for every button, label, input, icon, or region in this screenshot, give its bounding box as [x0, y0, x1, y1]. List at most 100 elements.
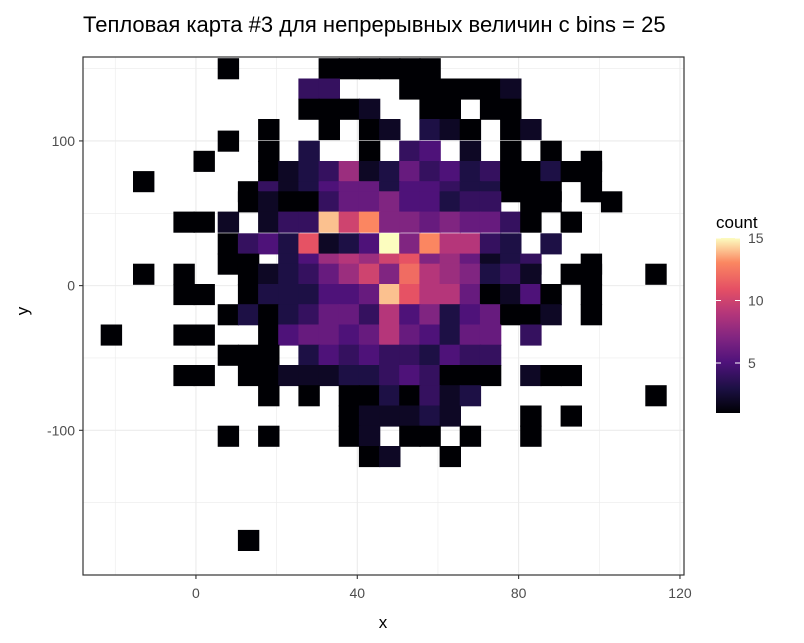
- heatmap-cell: [278, 233, 300, 255]
- heatmap-cell: [358, 324, 381, 346]
- heatmap-cell: [278, 365, 300, 387]
- heatmap-cell: [399, 425, 421, 447]
- heatmap-cell: [459, 78, 482, 100]
- heatmap-cell: [133, 171, 155, 193]
- heatmap-cell: [540, 233, 562, 255]
- x-tick-label: 120: [668, 585, 692, 601]
- heatmap-cell: [540, 365, 562, 387]
- heatmap-cell: [399, 78, 421, 100]
- heatmap-cell: [358, 58, 381, 80]
- heatmap-cell: [540, 284, 562, 306]
- heatmap-cell: [338, 58, 361, 80]
- color-legend: count 5 10 15: [716, 213, 764, 413]
- heatmap-cell: [439, 324, 461, 346]
- heatmap-cell: [479, 211, 502, 233]
- x-axis-ticks: 0 40 80 120: [192, 575, 692, 601]
- heatmap-cell: [237, 191, 260, 213]
- heatmap-cell: [439, 233, 461, 255]
- heatmap-cell: [298, 98, 320, 120]
- heatmap-cell: [298, 161, 320, 183]
- heatmap-cell: [258, 304, 280, 326]
- heatmap-cell: [439, 211, 461, 233]
- heatmap-cell: [419, 263, 441, 285]
- heatmap-cell: [419, 119, 441, 141]
- heatmap-cell: [379, 324, 401, 346]
- heatmap-cell: [318, 233, 340, 255]
- legend-ticks: 5 10 15: [716, 230, 764, 371]
- heatmap-cell: [379, 263, 401, 285]
- heatmap-cell: [358, 98, 381, 120]
- heatmap-cell: [500, 263, 522, 285]
- heatmap-cell: [540, 304, 562, 326]
- heatmap-cell: [258, 140, 280, 162]
- heatmap-cell: [298, 140, 320, 162]
- heatmap-cell: [520, 161, 542, 183]
- heatmap-cell: [338, 263, 361, 285]
- heatmap-cell: [358, 304, 381, 326]
- heatmap-cell: [258, 365, 280, 387]
- heatmap-cell: [338, 324, 361, 346]
- heatmap-cell: [459, 161, 482, 183]
- heatmap-cell: [173, 324, 195, 346]
- y-axis-ticks: -100 0 100: [47, 133, 83, 438]
- heatmap-cell: [338, 365, 361, 387]
- heatmap-cell: [540, 191, 562, 213]
- heatmap-cell: [358, 365, 381, 387]
- heatmap-cell: [560, 405, 582, 427]
- heatmap-cell: [318, 263, 340, 285]
- heatmap-cell: [298, 211, 320, 233]
- heatmap-cell: [298, 324, 320, 346]
- heatmap-cell: [318, 78, 340, 100]
- heatmap-cell: [237, 344, 260, 366]
- heatmap-cell: [520, 304, 542, 326]
- heatmap-cell: [278, 263, 300, 285]
- heatmap-cell: [419, 304, 441, 326]
- heatmap-cell: [278, 284, 300, 306]
- heatmap-cell: [520, 425, 542, 447]
- heatmap-cell: [298, 78, 320, 100]
- heatmap-cell: [580, 284, 603, 306]
- heatmap-cell: [439, 191, 461, 213]
- heatmap-cell: [520, 284, 542, 306]
- heatmap-cell: [459, 365, 482, 387]
- x-tick-label: 0: [192, 585, 200, 601]
- heatmap-cell: [439, 98, 461, 120]
- heatmap-cell: [173, 365, 195, 387]
- heatmap-cell: [217, 253, 240, 275]
- heatmap-cell: [298, 385, 320, 407]
- heatmap-cell: [419, 425, 441, 447]
- heatmap-cell: [560, 263, 582, 285]
- heatmap-cell: [193, 365, 215, 387]
- heatmap-cell: [479, 304, 502, 326]
- heatmap-cell: [419, 233, 441, 255]
- heatmap-cell: [379, 233, 401, 255]
- heatmap-cell: [399, 284, 421, 306]
- heatmap-cell: [439, 263, 461, 285]
- heatmap-cell: [580, 263, 603, 285]
- heatmap-cell: [520, 405, 542, 427]
- heatmap-cell: [318, 98, 340, 120]
- heatmap-cell: [399, 161, 421, 183]
- heatmap-cell: [298, 284, 320, 306]
- heatmap-cell: [419, 140, 441, 162]
- heatmap-cell: [419, 211, 441, 233]
- heatmap-cell: [520, 324, 542, 346]
- heatmap-cell: [419, 344, 441, 366]
- heatmap-cell: [479, 78, 502, 100]
- heatmap-cell: [379, 58, 401, 80]
- heatmap-cell: [540, 161, 562, 183]
- heatmap-cell: [217, 130, 240, 152]
- heatmap-cell: [459, 304, 482, 326]
- heatmap-cell: [358, 263, 381, 285]
- heatmap-cell: [439, 446, 461, 468]
- heatmap-cell: [318, 191, 340, 213]
- heatmap-cell: [298, 365, 320, 387]
- y-tick-label: 100: [52, 133, 76, 149]
- heatmap-cell: [459, 284, 482, 306]
- heatmap-cell: [459, 191, 482, 213]
- heatmap-cell: [193, 284, 215, 306]
- heatmap-cell: [358, 385, 381, 407]
- heatmap-cell: [419, 58, 441, 80]
- heatmap-cell: [399, 385, 421, 407]
- heatmap-cell: [500, 98, 522, 120]
